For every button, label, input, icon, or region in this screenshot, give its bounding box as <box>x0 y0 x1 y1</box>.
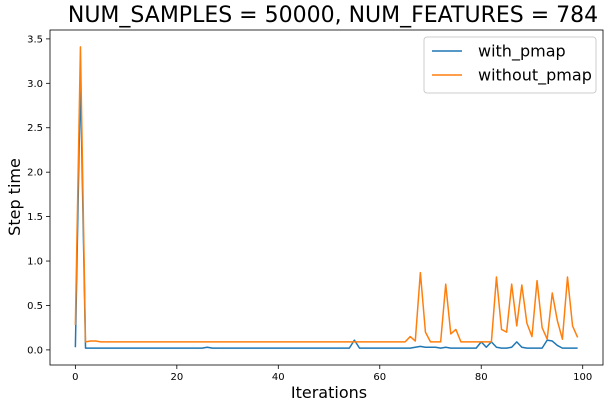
chart-title: NUM_SAMPLES = 50000, NUM_FEATURES = 784 <box>68 3 598 28</box>
axis-ticks: 0 20 40 60 80 100 0.0 0.5 1.0 1.5 2.0 2.5 3.0 3.5 <box>27 34 592 383</box>
series-line-without-pmap <box>74 46 579 343</box>
y-tick-label: 2.5 <box>27 123 43 134</box>
x-tick-label: 40 <box>272 372 285 383</box>
x-tick-label: 20 <box>170 372 183 383</box>
x-tick-label: 0 <box>72 372 78 383</box>
series-line-with-pmap <box>74 78 578 349</box>
series-lines <box>74 46 579 349</box>
y-tick-label: 2.0 <box>27 168 43 179</box>
plot-frame <box>49 29 604 366</box>
y-tick-label: 1.5 <box>27 212 43 223</box>
y-tick-label: 3.5 <box>27 34 43 45</box>
x-tick-label: 80 <box>475 372 488 383</box>
legend-label: without_pmap <box>478 66 592 86</box>
x-tick-label: 60 <box>373 372 386 383</box>
x-tick-label: 100 <box>573 372 592 383</box>
x-axis-label: Iterations <box>291 383 367 402</box>
legend-box <box>423 36 597 94</box>
y-tick-label: 0.0 <box>27 345 43 356</box>
legend-label: with_pmap <box>478 42 566 62</box>
y-tick-label: 0.5 <box>27 301 43 312</box>
plot-area <box>49 29 604 366</box>
y-axis-label: Step time <box>5 158 24 236</box>
y-tick-label: 3.0 <box>27 79 43 90</box>
legend: with_pmap without_pmap <box>423 36 597 94</box>
y-tick-label: 1.0 <box>27 257 43 268</box>
